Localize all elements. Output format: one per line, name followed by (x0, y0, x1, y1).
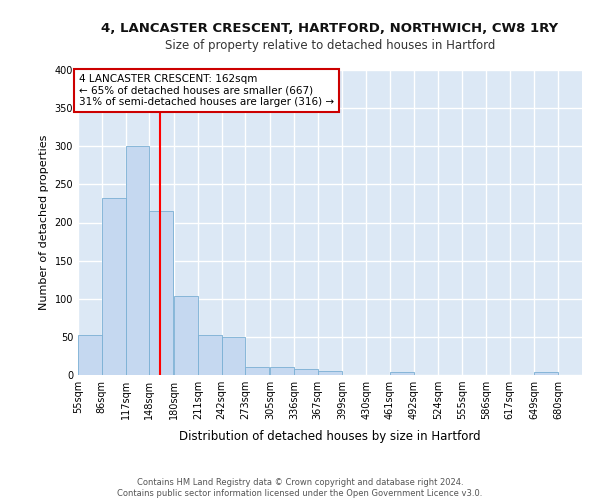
Text: 4, LANCASTER CRESCENT, HARTFORD, NORTHWICH, CW8 1RY: 4, LANCASTER CRESCENT, HARTFORD, NORTHWI… (101, 22, 559, 36)
Text: Size of property relative to detached houses in Hartford: Size of property relative to detached ho… (165, 39, 495, 52)
Bar (270, 368, 294, 375)
Text: Contains HM Land Registry data © Crown copyright and database right 2024.
Contai: Contains HM Land Registry data © Crown c… (118, 478, 482, 498)
Bar (78, 336, 102, 375)
Bar (221, 337, 245, 375)
Bar (125, 146, 149, 375)
Bar (294, 369, 318, 375)
Bar (174, 296, 198, 375)
Text: 4 LANCASTER CRESCENT: 162sqm
← 65% of detached houses are smaller (667)
31% of s: 4 LANCASTER CRESCENT: 162sqm ← 65% of de… (79, 74, 334, 107)
Y-axis label: Number of detached properties: Number of detached properties (39, 135, 49, 310)
X-axis label: Distribution of detached houses by size in Hartford: Distribution of detached houses by size … (179, 430, 481, 444)
Bar (318, 371, 341, 375)
Bar (390, 372, 414, 375)
Bar (149, 211, 173, 375)
Bar (245, 368, 269, 375)
Bar (198, 336, 221, 375)
Bar (535, 372, 558, 375)
Bar (102, 198, 125, 375)
